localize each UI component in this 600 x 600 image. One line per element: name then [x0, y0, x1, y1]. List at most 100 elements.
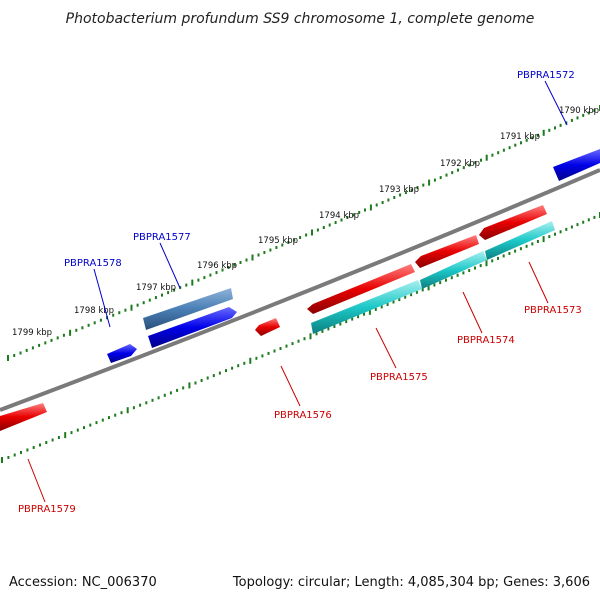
scale-tick-minor	[176, 388, 179, 392]
scale-tick-minor	[321, 329, 324, 333]
gene-pbpra1574[interactable]	[415, 235, 479, 268]
scale-tick-minor	[364, 208, 366, 212]
gene-label-pbpra1576[interactable]: PBPRA1576	[274, 410, 332, 421]
scale-tick-minor	[161, 293, 163, 297]
scale-tick-minor	[587, 111, 590, 115]
scale-tick-minor	[363, 312, 365, 316]
scale-tick-minor	[151, 398, 154, 402]
scale-tick-minor	[245, 258, 248, 262]
scale-tick-minor	[185, 283, 188, 287]
scale-tick-minor	[468, 163, 471, 167]
scale-tick-minor	[421, 288, 424, 292]
scale-tick-minor	[480, 158, 482, 162]
leader-pbpra1579	[27, 458, 46, 503]
scale-tick-minor	[227, 266, 230, 269]
scale-tick-major	[428, 179, 431, 186]
scale-tick-minor	[163, 393, 166, 397]
scale-tick-minor	[31, 346, 34, 350]
cds-pbpra1573[interactable]	[485, 221, 555, 260]
scale-tick-minor	[132, 406, 135, 410]
scale-tick-minor	[87, 323, 90, 327]
scale-tick-minor	[206, 376, 209, 380]
scale-tick-major	[311, 229, 313, 236]
gene-pbpra1573[interactable]	[479, 205, 547, 240]
scale-tick-minor	[44, 341, 47, 345]
scale-tick-minor	[559, 123, 562, 127]
scale-tick-minor	[142, 301, 145, 305]
scale-tick-minor	[136, 303, 139, 307]
scale-tick-minor	[548, 128, 551, 132]
gene-pbpra1575[interactable]	[307, 264, 415, 314]
gene-label-pbpra1575[interactable]: PBPRA1575	[370, 372, 428, 383]
scale-tick-minor	[297, 339, 300, 343]
scale-label: 1797 kbp	[136, 283, 176, 293]
scale-tick-major	[1, 457, 3, 463]
scale-tick-minor	[322, 226, 325, 229]
scale-tick-minor	[416, 186, 419, 190]
gene-pbpra1579[interactable]	[0, 403, 47, 431]
scale-tick-minor	[587, 218, 590, 222]
scale-tick-major	[191, 279, 194, 286]
scale-tick-minor	[273, 349, 276, 353]
scale-tick-minor	[582, 220, 585, 224]
scale-tick-minor	[357, 315, 360, 319]
scale-tick-minor	[536, 240, 539, 243]
scale-tick-minor	[139, 403, 142, 407]
gene-pbpra1576[interactable]	[255, 318, 280, 336]
cds-pbpra1575[interactable]	[311, 280, 422, 334]
gene-pbpra1577-alt[interactable]	[143, 288, 233, 330]
scale-tick-minor	[439, 176, 442, 180]
scale-tick-minor	[502, 254, 505, 258]
scale-tick-minor	[462, 166, 465, 170]
scale-tick-minor	[410, 188, 413, 192]
scale-tick-minor	[531, 136, 534, 140]
gene-label-pbpra1572[interactable]: PBPRA1572	[517, 70, 575, 81]
scale-tick-minor	[514, 143, 517, 147]
gene-label-pbpra1579[interactable]: PBPRA1579	[18, 504, 76, 515]
scale-label: 1793 kbp	[379, 185, 419, 195]
scale-tick-minor	[7, 456, 10, 459]
scale-tick-minor	[157, 396, 160, 400]
scale-tick-minor	[263, 251, 266, 254]
scale-tick-minor	[81, 326, 84, 330]
scale-tick-minor	[582, 113, 585, 117]
scale-tick-minor	[287, 241, 290, 244]
scale-tick-minor	[352, 213, 355, 217]
scale-tick-minor	[57, 436, 60, 439]
scale-tick-minor	[26, 448, 29, 452]
scale-tick-minor	[83, 426, 85, 430]
scale-tick-minor	[374, 307, 377, 311]
scale-tick-minor	[479, 264, 482, 268]
scale-tick-minor	[315, 332, 318, 336]
scale-tick-minor	[76, 428, 79, 432]
scale-tick-minor	[433, 178, 436, 182]
gene-label-pbpra1577[interactable]: PBPRA1577	[133, 232, 191, 243]
scale-tick-minor	[118, 311, 121, 315]
scale-tick-minor	[13, 453, 16, 457]
scale-tick-minor	[316, 228, 319, 232]
leader-pbpra1575	[375, 327, 397, 369]
scale-tick-minor	[576, 116, 579, 120]
scale-label: 1794 kbp	[319, 211, 359, 221]
gene-pbpra1572[interactable]	[553, 149, 600, 181]
gene-pbpra1577[interactable]	[148, 307, 237, 348]
scale-tick-minor	[415, 290, 418, 294]
scale-tick-minor	[386, 303, 389, 306]
scale-tick-minor	[345, 320, 348, 324]
scale-tick-minor	[410, 293, 413, 297]
scale-tick-minor	[243, 361, 246, 365]
scale-tick-minor	[56, 336, 59, 340]
gene-pbpra1578[interactable]	[107, 344, 137, 363]
scale-tick-minor	[218, 371, 221, 375]
gene-label-pbpra1574[interactable]: PBPRA1574	[457, 335, 515, 346]
gene-label-pbpra1578[interactable]: PBPRA1578	[64, 258, 122, 269]
scale-tick-minor	[93, 321, 96, 325]
cds-pbpra1574[interactable]	[420, 251, 487, 289]
scale-tick-minor	[70, 431, 73, 435]
scale-tick-minor	[20, 451, 22, 454]
scale-label: 1792 kbp	[440, 159, 480, 169]
scale-tick-minor	[445, 278, 447, 282]
scale-tick-major	[369, 204, 372, 211]
gene-label-pbpra1573[interactable]: PBPRA1573	[524, 305, 582, 316]
